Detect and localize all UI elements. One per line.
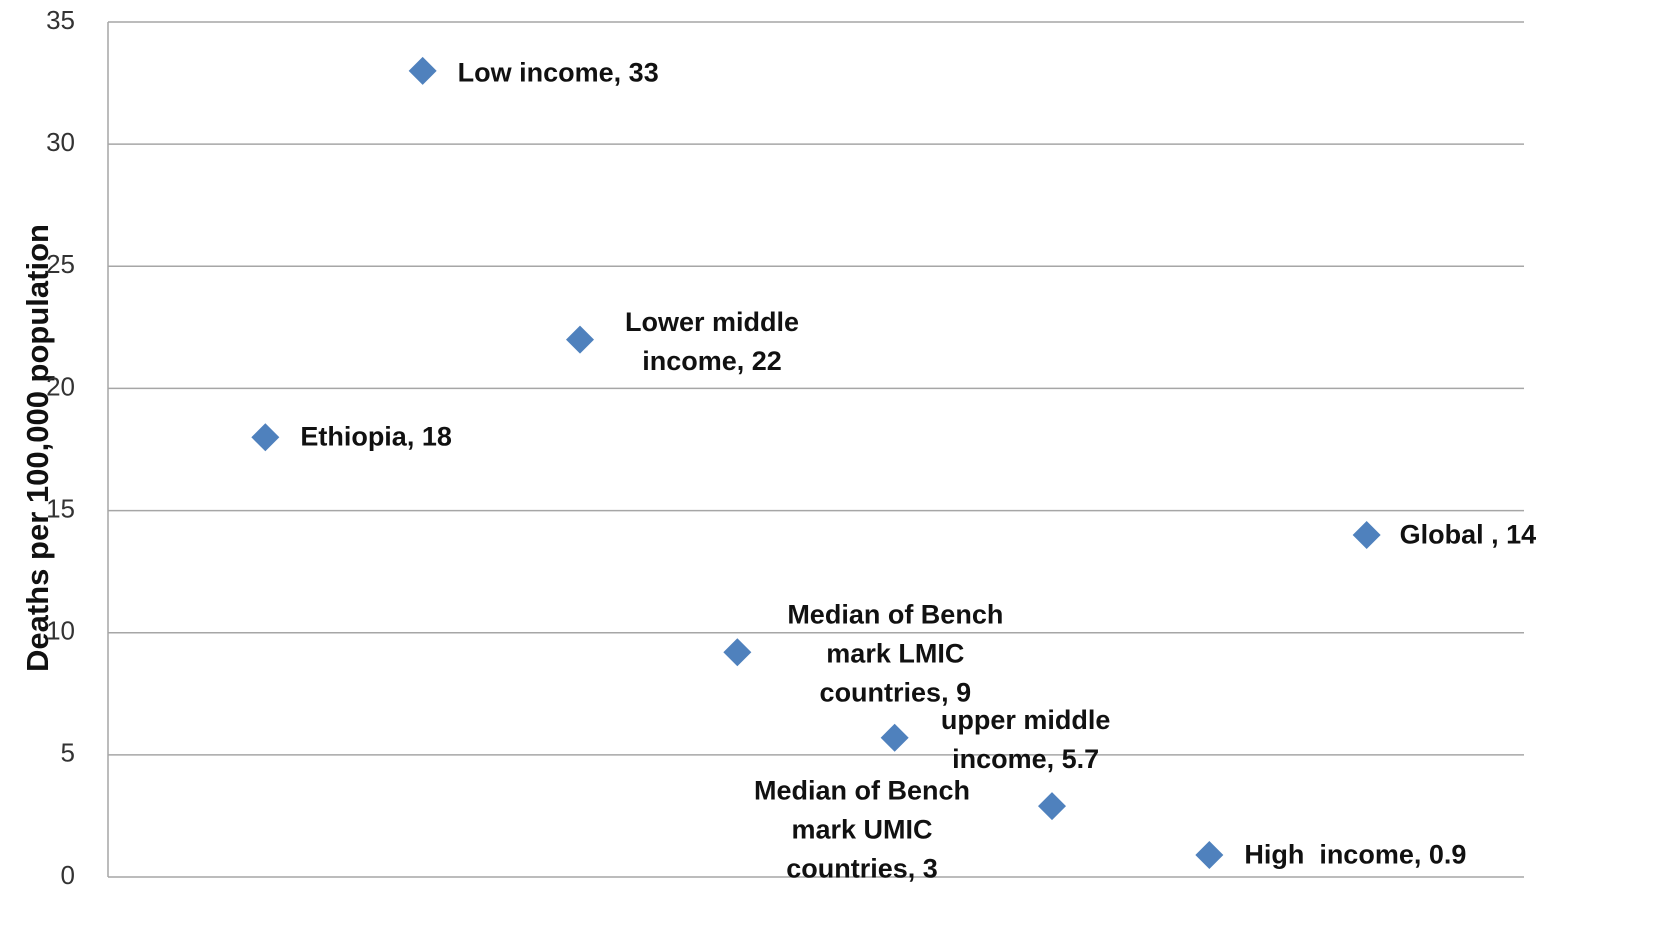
y-tick-label: 0 (61, 860, 75, 890)
y-tick-label: 30 (46, 127, 75, 157)
marker (566, 325, 594, 354)
y-tick-label: 35 (46, 5, 75, 35)
data-label: Low income, 33 (457, 57, 659, 88)
data-label: Lower middle income, 22 (624, 306, 800, 376)
marker (408, 56, 437, 85)
data-label: Median of Bench mark LMIC countries, 9 (787, 599, 1004, 708)
y-tick-label: 5 (61, 738, 75, 768)
data-label: Global , 14 (1399, 519, 1537, 550)
marker (1352, 521, 1381, 549)
data-label: upper middle income, 5.7 (940, 704, 1111, 774)
marker (723, 638, 752, 667)
y-tick-label: 20 (46, 371, 75, 401)
y-tick-label: 25 (46, 249, 75, 279)
y-axis-label: Deaths per 100,000 population (20, 224, 55, 672)
data-label: Ethiopia, 18 (300, 421, 452, 452)
y-tick-label: 15 (46, 493, 75, 523)
data-label: Median of Bench mark UMIC countries, 3 (753, 775, 970, 884)
marker (251, 423, 280, 452)
marker (1038, 792, 1066, 821)
marker (1195, 841, 1224, 870)
y-tick-label: 10 (46, 616, 75, 646)
data-label: High income, 0.9 (1244, 839, 1467, 870)
marker (880, 723, 909, 752)
